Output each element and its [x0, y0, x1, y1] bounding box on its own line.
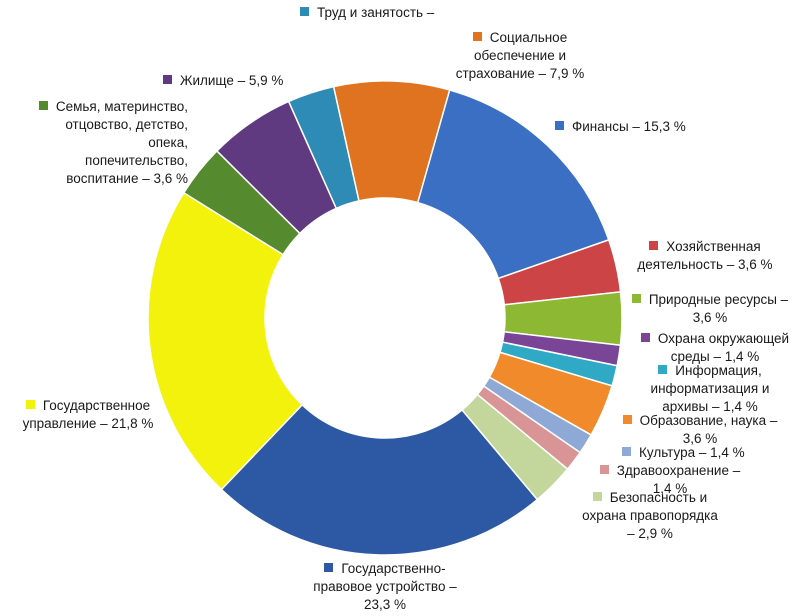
legend-swatch — [25, 400, 35, 409]
label-gosupr: Государственное управление – 21,8 % — [22, 398, 154, 431]
legend-swatch — [622, 447, 631, 456]
donut-slice — [215, 100, 338, 235]
label-trud: Труд и занятость – — [300, 4, 434, 22]
label-bezop: Безопасность и охрана правопорядка – 2,9… — [582, 490, 718, 541]
label-info: Информация, информатизация и архивы – 1,… — [650, 363, 770, 414]
label-gospravo: Государственно- правовое устройство – 23… — [313, 561, 457, 612]
legend-swatch — [38, 101, 48, 110]
legend-swatch — [649, 241, 659, 250]
label-semya: Семья, материнство, отцовство, детство, … — [20, 98, 188, 188]
label-hoz: Хозяйственная деятельность – 3,6 % — [637, 239, 773, 272]
legend-swatch — [622, 415, 632, 424]
legend-swatch — [324, 563, 334, 572]
legend-swatch — [631, 294, 641, 303]
donut-slice — [147, 191, 304, 491]
legend-swatch — [163, 75, 172, 84]
label-zhilische: Жилище – 5,9 % — [163, 72, 283, 90]
donut-slices — [147, 80, 623, 556]
legend-swatch — [592, 492, 602, 501]
label-finance: Финансы – 15,3 % — [555, 118, 686, 136]
donut-slice — [416, 89, 610, 280]
legend-swatch — [300, 7, 309, 16]
label-obraz: Образование, наука – 3,6 % — [610, 412, 790, 448]
legend-swatch — [658, 365, 668, 374]
label-zdrav: Здравоохранение – 1,4 % — [585, 462, 755, 498]
legend-swatch — [640, 333, 650, 342]
label-ohrana: Охрана окружающей среды – 1,4 % — [630, 330, 800, 366]
label-social: Социальное обеспечение и страхование – 7… — [455, 30, 585, 81]
label-kult: Культура – 1,4 % — [622, 444, 745, 462]
legend-swatch — [472, 32, 482, 41]
donut-slice — [220, 403, 539, 556]
legend-swatch — [555, 121, 564, 130]
legend-swatch — [599, 465, 609, 474]
label-prirod: Природные ресурсы – 3,6 % — [625, 291, 795, 327]
